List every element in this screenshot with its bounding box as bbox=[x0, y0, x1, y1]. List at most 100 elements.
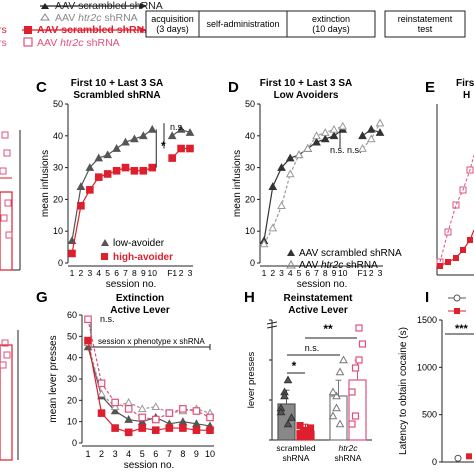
panel-title: Firs bbox=[456, 78, 474, 89]
x-tick-label: shRNA bbox=[283, 453, 310, 463]
scatter-points bbox=[0, 339, 11, 369]
series-line bbox=[71, 128, 153, 241]
data-point bbox=[358, 143, 367, 152]
x-axis-label: session no. bbox=[124, 460, 175, 471]
triangle-open-icon bbox=[286, 259, 296, 269]
data-point bbox=[358, 131, 367, 140]
y-tick-label: 60 bbox=[67, 310, 77, 320]
data-point bbox=[375, 128, 385, 136]
data-point bbox=[168, 154, 176, 162]
timeline: acquisition (3 days) self-administration… bbox=[145, 10, 466, 38]
x-tick-label: 3 bbox=[378, 268, 383, 278]
x-tick-label: 6 bbox=[114, 268, 119, 278]
legend-label: low-avoider bbox=[113, 238, 165, 249]
data-point bbox=[335, 367, 345, 376]
panel-title: Extinction bbox=[116, 293, 164, 304]
data-point bbox=[348, 388, 356, 396]
panel-d: D First 10 + Last 3 SA Low Avoiders 0 10 2… bbox=[228, 78, 402, 290]
data-point bbox=[97, 389, 106, 398]
x-tick-label: 9 bbox=[194, 449, 199, 459]
circle-open-icon bbox=[453, 294, 461, 302]
y-tick-label: 0 bbox=[250, 258, 255, 268]
panel-subtitle: Scrambled shRNA bbox=[73, 90, 160, 101]
y-tick-label: 50 bbox=[67, 331, 77, 341]
x-tick-label: 1 bbox=[262, 268, 267, 278]
panel-c: C First 10 + Last 3 SA Scrambled shRNA 0… bbox=[36, 78, 195, 290]
data-point bbox=[206, 426, 214, 435]
panel-subtitle: Low Avoiders bbox=[274, 90, 339, 101]
series-line bbox=[71, 166, 153, 254]
y-tick-label: 0 bbox=[72, 438, 77, 448]
square-filled-icon bbox=[24, 26, 32, 34]
data-point bbox=[338, 121, 348, 130]
x-tick-label: 1 bbox=[85, 449, 90, 459]
legend: AAV scrambled shRNA AAV htr2c shRNA rs A… bbox=[0, 0, 163, 49]
data-point bbox=[76, 182, 86, 190]
timeline-box-extinction: extinction (10 days) bbox=[286, 10, 376, 38]
data-point bbox=[296, 422, 304, 430]
data-point bbox=[375, 118, 385, 127]
data-point bbox=[358, 340, 367, 348]
data-point bbox=[186, 144, 194, 153]
chart-d-legend: AAV scrambled shRNA AAV htr2c shRNA bbox=[286, 248, 402, 271]
data-point bbox=[466, 453, 472, 460]
x-tick-label: 9 bbox=[141, 268, 146, 278]
y-tick-label: 10 bbox=[245, 226, 255, 236]
y-tick-label: 10 bbox=[53, 226, 63, 236]
legend-label-1: AAV scrambled shRNA bbox=[55, 0, 163, 12]
data-point bbox=[147, 124, 157, 133]
data-point bbox=[294, 150, 304, 159]
legend-left-fragment-1: rs bbox=[0, 24, 7, 36]
data-point bbox=[130, 134, 139, 143]
triangle-filled-icon bbox=[101, 239, 109, 246]
y-tick-label: 20 bbox=[67, 395, 77, 405]
data-point bbox=[165, 424, 174, 432]
x-tick-label: 10 bbox=[205, 449, 215, 459]
y-tick-label: 0 bbox=[58, 258, 63, 268]
data-point bbox=[268, 223, 278, 232]
data-point bbox=[355, 324, 363, 332]
x-tick-label: 6 bbox=[153, 449, 158, 459]
data-point bbox=[112, 166, 121, 175]
data-point bbox=[366, 134, 376, 143]
data-point bbox=[138, 424, 147, 432]
data-point bbox=[268, 182, 278, 190]
timeline-box-self-administration: self-administration bbox=[198, 10, 288, 38]
legend-label-3: AAV scrambled shRNA bbox=[37, 24, 152, 36]
series-line bbox=[439, 154, 474, 263]
x-tick-label: shRNA bbox=[335, 453, 362, 463]
data-point bbox=[348, 420, 356, 428]
data-point bbox=[185, 128, 195, 136]
data-point bbox=[110, 406, 120, 415]
point bbox=[3, 149, 11, 157]
y-tick-label: 30 bbox=[245, 163, 255, 173]
data-point bbox=[329, 131, 339, 140]
data-point bbox=[320, 128, 330, 136]
panel-letter: C bbox=[36, 79, 47, 96]
data-point bbox=[94, 153, 104, 162]
point bbox=[0, 214, 8, 222]
data-point bbox=[103, 150, 113, 159]
x-tick-label: 3 bbox=[188, 268, 193, 278]
x-tick-label: 4 bbox=[96, 268, 101, 278]
data-point bbox=[192, 407, 201, 415]
data-point bbox=[280, 391, 289, 400]
y-axis-label: Latency to obtain cocaine (s) bbox=[398, 327, 409, 455]
data-point bbox=[276, 407, 286, 416]
y-tick-label: 30 bbox=[53, 163, 63, 173]
triangle-filled-icon bbox=[287, 249, 295, 256]
data-point bbox=[283, 419, 293, 428]
y-tick-label: 20 bbox=[53, 194, 63, 204]
legend-item-3: rs AAV scrambled shRNA bbox=[0, 24, 152, 36]
data-point bbox=[328, 387, 338, 396]
significance-star: * bbox=[292, 359, 297, 373]
data-point bbox=[124, 415, 134, 423]
legend-arrow-head bbox=[140, 3, 147, 9]
data-point bbox=[138, 131, 148, 140]
x-tick-label: 8 bbox=[132, 268, 137, 278]
data-point bbox=[137, 404, 147, 413]
y-tick-label: 40 bbox=[245, 131, 255, 141]
data-point bbox=[84, 336, 92, 345]
data-point bbox=[68, 249, 76, 258]
